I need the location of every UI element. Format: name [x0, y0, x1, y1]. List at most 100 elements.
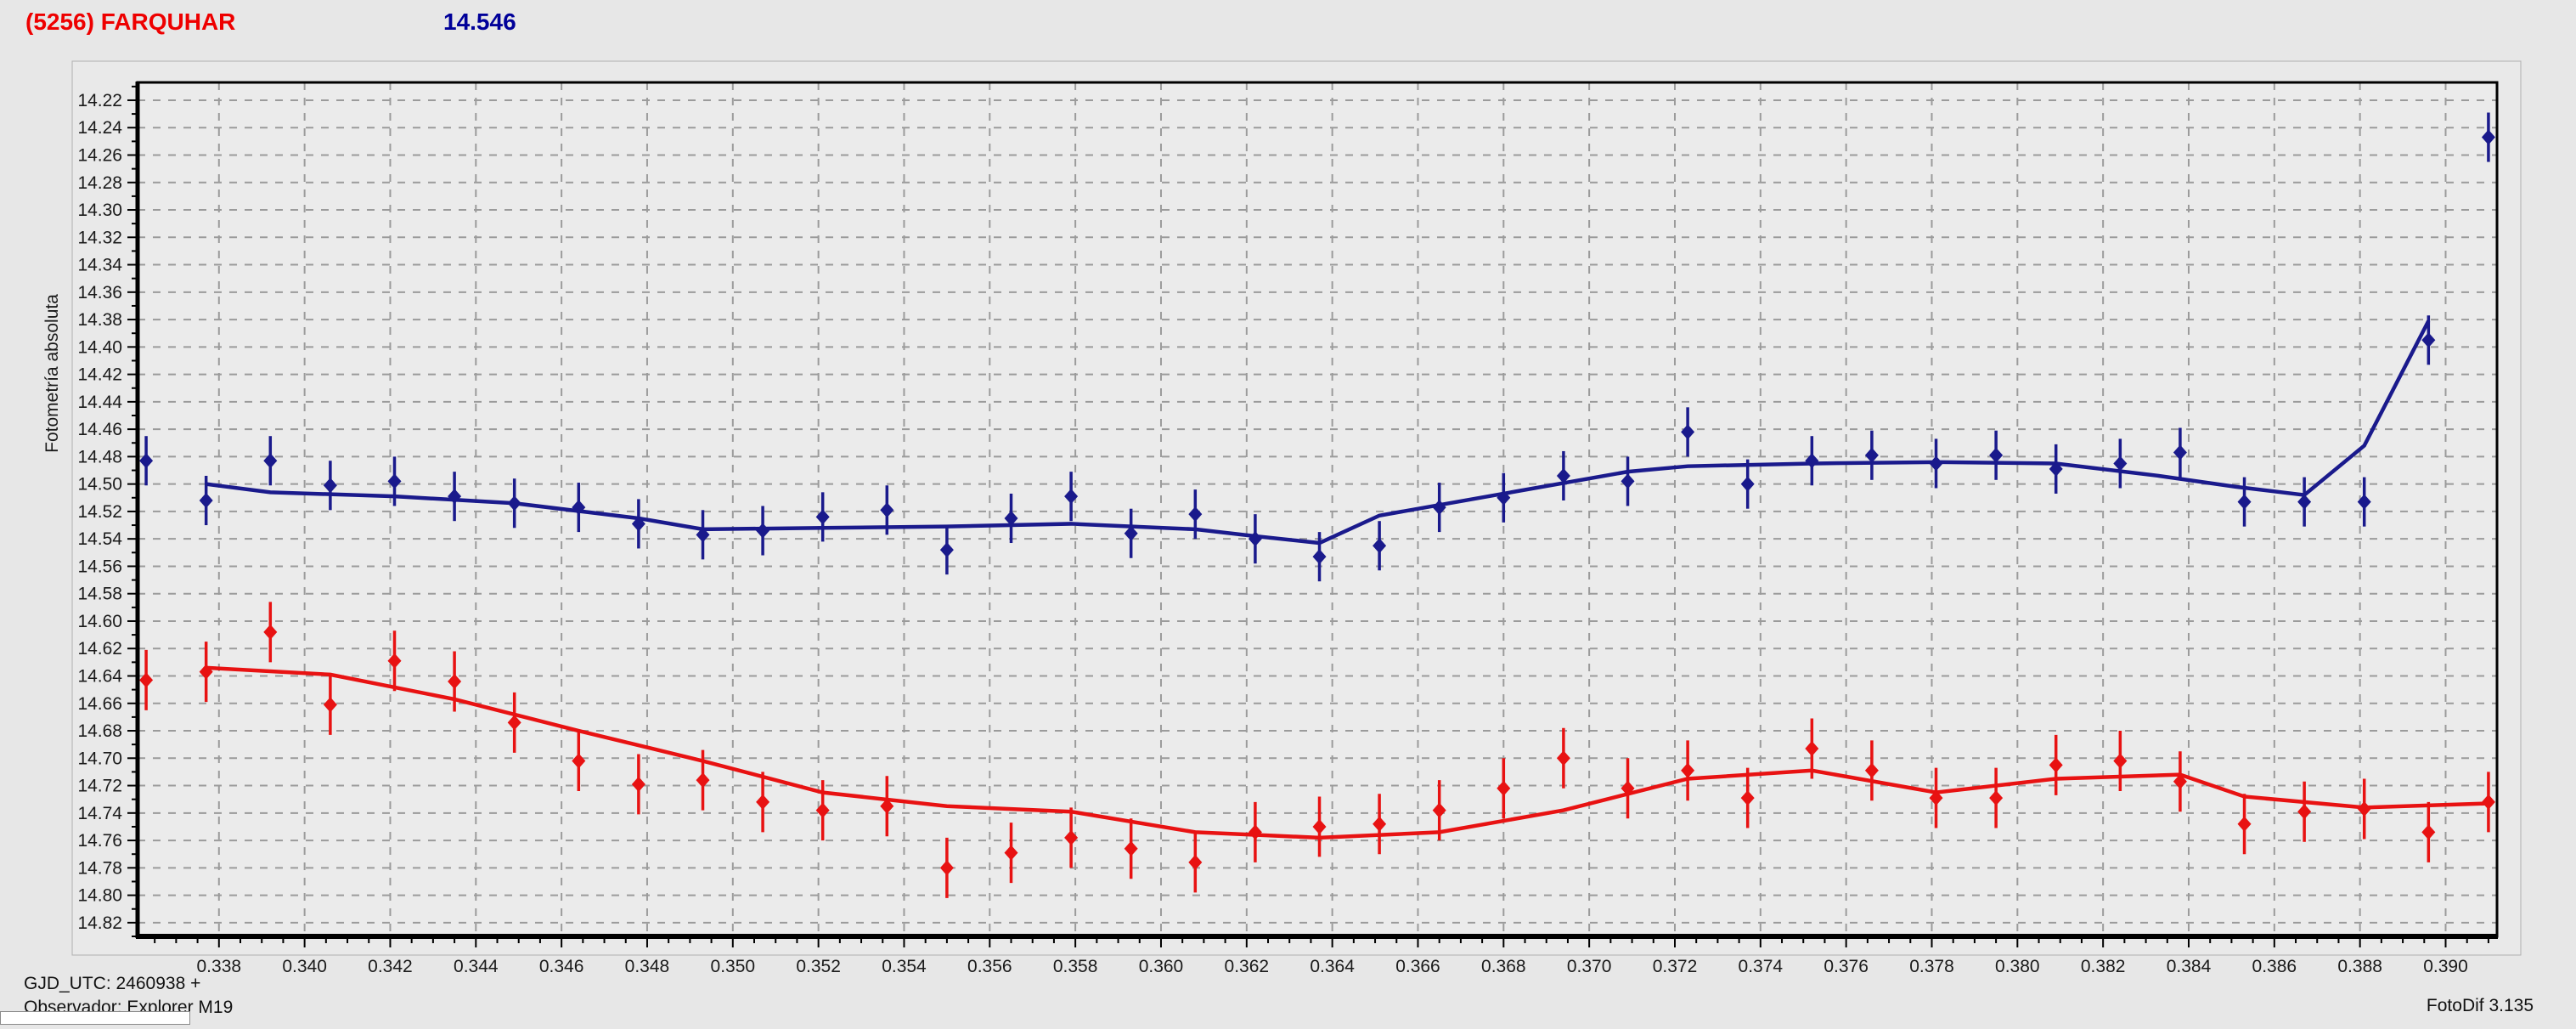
data-point-marker — [507, 715, 521, 731]
data-point-marker — [1312, 818, 1327, 834]
data-point-marker — [1989, 790, 2004, 806]
data-point-marker — [815, 509, 830, 525]
x-tick-label: 0.362 — [1225, 957, 1270, 976]
data-point-marker — [631, 516, 645, 532]
x-tick-label: 0.390 — [2423, 957, 2468, 976]
data-point-marker — [1312, 549, 1327, 565]
y-tick-label: 14.36 — [77, 283, 122, 302]
data-point-marker — [1740, 476, 1755, 492]
x-tick-label: 0.346 — [539, 957, 584, 976]
data-point-marker — [1929, 455, 1943, 472]
y-tick-label: 14.70 — [77, 749, 122, 768]
data-point-marker — [2049, 757, 2063, 773]
x-tick-label: 0.344 — [454, 957, 499, 976]
smoothed-blue-line — [206, 319, 2431, 546]
x-tick-label: 0.386 — [2252, 957, 2297, 976]
data-point-marker — [1989, 447, 2004, 463]
data-point-marker — [696, 527, 710, 543]
data-point-marker — [1124, 840, 1138, 857]
x-tick-label: 0.338 — [197, 957, 242, 976]
data-point-marker — [1432, 500, 1446, 516]
points-blue-series — [139, 112, 2495, 582]
x-tick-label: 0.356 — [967, 957, 1012, 976]
y-tick-label: 14.28 — [77, 173, 122, 193]
y-tick-label: 14.22 — [77, 91, 122, 110]
y-tick-label: 14.38 — [77, 310, 122, 330]
y-axis-title: Fotometría absoluta — [42, 294, 62, 453]
data-point-marker — [1681, 762, 1695, 778]
x-tick-label: 0.376 — [1823, 957, 1869, 976]
mean-magnitude-value: 14.546 — [443, 8, 516, 35]
data-point-marker — [323, 478, 337, 494]
y-tick-label: 14.54 — [77, 529, 122, 549]
data-point-marker — [1124, 525, 1138, 541]
y-tick-label: 14.62 — [77, 639, 122, 659]
data-point-marker — [756, 523, 770, 539]
data-point-marker — [939, 860, 954, 876]
y-tick-label: 14.26 — [77, 145, 122, 165]
y-tick-label: 14.50 — [77, 475, 122, 495]
data-point-marker — [880, 502, 894, 518]
data-point-marker — [1864, 447, 1879, 463]
data-point-marker — [1373, 538, 1387, 554]
data-point-marker — [2237, 494, 2252, 510]
data-point-marker — [199, 493, 213, 509]
data-point-marker — [1188, 854, 1203, 870]
y-tick-label: 14.40 — [77, 337, 122, 357]
data-point-marker — [2421, 332, 2436, 348]
x-tick-label: 0.342 — [368, 957, 413, 976]
x-tick-label: 0.374 — [1739, 957, 1784, 976]
y-tick-label: 14.42 — [77, 365, 122, 385]
y-tick-label: 14.44 — [77, 393, 122, 412]
data-point-marker — [1248, 824, 1262, 840]
data-point-marker — [387, 653, 402, 669]
data-point-marker — [572, 753, 586, 769]
data-point-marker — [2113, 455, 2128, 472]
data-point-marker — [1188, 506, 1203, 523]
data-point-marker — [1740, 790, 1755, 806]
y-tick-label: 14.46 — [77, 420, 122, 439]
y-tick-label: 14.78 — [77, 858, 122, 878]
y-tick-label: 14.74 — [77, 804, 122, 823]
data-point-marker — [387, 473, 402, 489]
data-point-marker — [1064, 489, 1079, 505]
y-tick-label: 14.58 — [77, 585, 122, 604]
data-point-marker — [2357, 800, 2371, 817]
data-point-marker — [2173, 773, 2187, 789]
points-red-series — [139, 602, 2495, 898]
data-point-marker — [1556, 750, 1570, 766]
status-corner-box — [0, 1011, 190, 1025]
x-tick-label: 0.358 — [1053, 957, 1098, 976]
x-tick-label: 0.372 — [1653, 957, 1698, 976]
data-point-marker — [572, 500, 586, 516]
x-tick-label: 0.368 — [1481, 957, 1526, 976]
x-tick-label: 0.388 — [2337, 957, 2382, 976]
x-tick-label: 0.348 — [625, 957, 670, 976]
x-tick-label: 0.360 — [1139, 957, 1184, 976]
x-tick-label: 0.366 — [1395, 957, 1440, 976]
x-tick-label: 0.352 — [796, 957, 841, 976]
data-point-marker — [1805, 740, 1819, 756]
data-point-marker — [1497, 780, 1511, 796]
data-point-marker — [1373, 816, 1387, 832]
data-point-marker — [2297, 494, 2312, 510]
x-tick-label: 0.340 — [282, 957, 327, 976]
data-point-marker — [1621, 473, 1635, 489]
data-point-marker — [199, 664, 213, 680]
data-point-marker — [2173, 444, 2187, 461]
data-point-marker — [1248, 531, 1262, 547]
data-point-marker — [1004, 845, 1018, 861]
data-point-marker — [2113, 753, 2128, 769]
y-tick-label: 14.76 — [77, 831, 122, 851]
y-tick-label: 14.30 — [77, 201, 122, 220]
data-point-marker — [507, 495, 521, 512]
data-point-marker — [939, 542, 954, 558]
data-point-marker — [696, 772, 710, 789]
data-point-marker — [263, 624, 278, 640]
data-point-marker — [263, 453, 278, 469]
y-tick-label: 14.32 — [77, 228, 122, 247]
y-tick-label: 14.68 — [77, 721, 122, 741]
